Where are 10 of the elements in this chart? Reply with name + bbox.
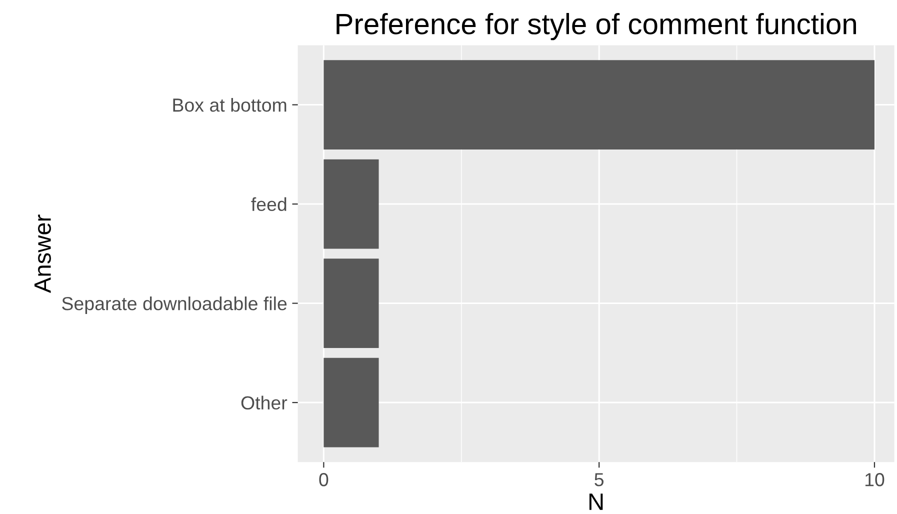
- x-tick-label: 0: [319, 473, 328, 486]
- y-tick-label: Box at bottom: [173, 98, 286, 112]
- x-tick-label: 10: [865, 473, 884, 486]
- y-tick-label: Separate downloadable file: [62, 296, 287, 314]
- chart-title: Preference for style of comment function: [336, 12, 856, 40]
- x-axis-title: N: [589, 494, 603, 510]
- y-axis-title: Answer: [34, 214, 51, 293]
- y-tick-label: Other: [241, 396, 288, 410]
- x-tick-label: 5: [594, 473, 604, 486]
- y-tick-label: feed: [251, 197, 286, 212]
